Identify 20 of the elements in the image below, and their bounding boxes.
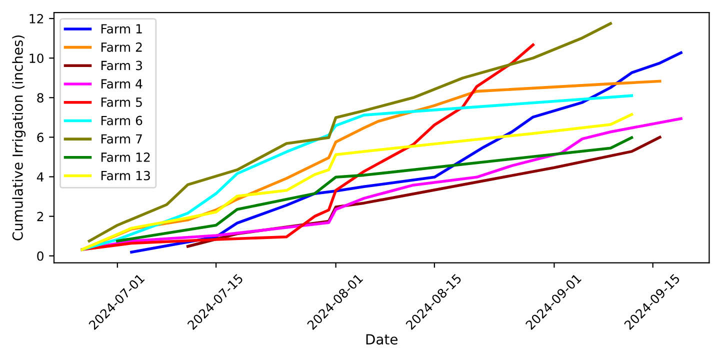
legend-label: Farm 13: [101, 170, 150, 180]
y-tick-label: 0: [37, 251, 44, 261]
y-tick-label: 10: [30, 54, 44, 64]
line-series: [88, 22, 612, 242]
legend-label: Farm 6: [101, 116, 142, 126]
legend-label: Farm 7: [101, 134, 142, 144]
legend-label: Farm 4: [101, 79, 142, 89]
legend-label: Farm 5: [101, 98, 142, 107]
y-axis-title: Cumulative Irrigation (inches): [12, 35, 26, 240]
line-series: [80, 43, 534, 251]
y-tick-label: 4: [36, 172, 44, 182]
y-tick-label: 6: [37, 132, 44, 142]
y-tick-label: 8: [37, 93, 44, 103]
x-axis-title: Date: [366, 334, 398, 345]
legend-label: Farm 2: [101, 42, 142, 52]
legend-label: Farm 3: [101, 60, 142, 70]
y-tick-label: 2: [37, 212, 44, 222]
legend-label: Farm 12: [101, 152, 150, 162]
y-tick-label: 12: [30, 14, 44, 24]
legend-label: Farm 1: [101, 24, 142, 34]
